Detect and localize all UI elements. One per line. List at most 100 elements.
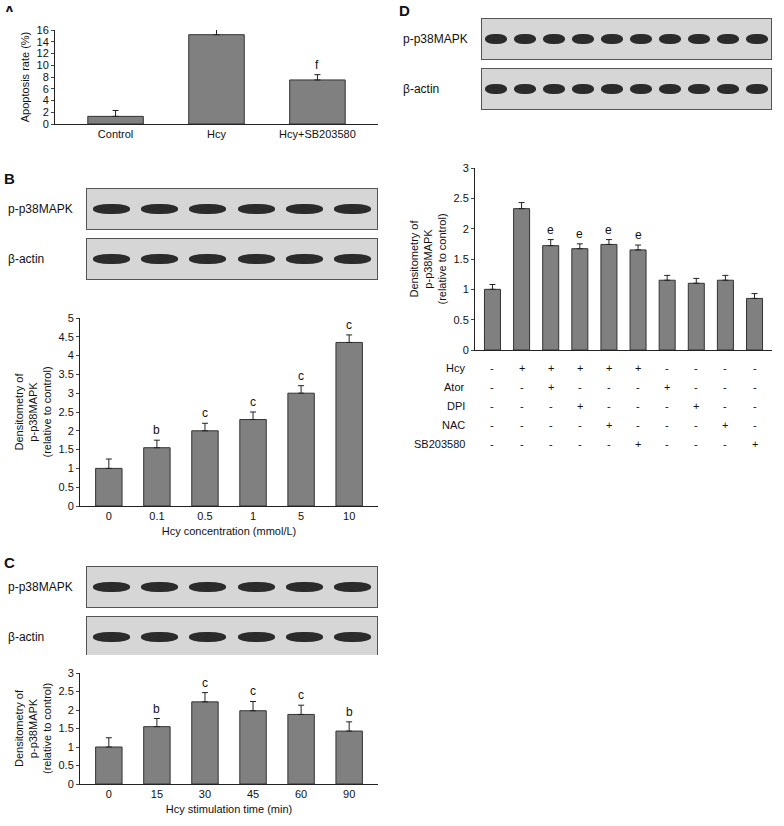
svg-text:0: 0 — [68, 778, 74, 790]
svg-text:Hcy stimulation time (min): Hcy stimulation time (min) — [166, 803, 293, 815]
svg-text:-: - — [694, 419, 698, 431]
svg-text:3: 3 — [68, 387, 74, 399]
svg-text:45: 45 — [247, 788, 259, 800]
svg-text:c: c — [298, 369, 304, 383]
svg-text:12: 12 — [37, 47, 49, 59]
svg-text:1.5: 1.5 — [59, 722, 74, 734]
svg-text:b: b — [153, 702, 160, 716]
svg-text:6: 6 — [43, 83, 49, 95]
svg-text:5: 5 — [298, 510, 304, 522]
svg-text:Densitometry ofp-p38MAPK(relat: Densitometry ofp-p38MAPK(relative to con… — [13, 683, 54, 774]
svg-text:b: b — [153, 423, 160, 437]
svg-text:+: + — [664, 381, 670, 393]
svg-text:0: 0 — [463, 344, 469, 356]
svg-text:+: + — [635, 438, 641, 450]
svg-text:+: + — [548, 362, 554, 374]
svg-text:DPI: DPI — [447, 400, 465, 412]
svg-text:+: + — [722, 419, 728, 431]
svg-text:Hcy concentration (mmol/L): Hcy concentration (mmol/L) — [162, 525, 297, 537]
svg-text:-: - — [520, 438, 524, 450]
svg-text:SB203580: SB203580 — [414, 438, 465, 450]
svg-text:0: 0 — [106, 510, 112, 522]
svg-text:Hcy+SB203580: Hcy+SB203580 — [279, 128, 356, 140]
svg-text:3.5: 3.5 — [59, 368, 74, 380]
svg-text:-: - — [520, 400, 524, 412]
svg-text:b: b — [346, 705, 353, 719]
svg-text:3: 3 — [463, 162, 469, 174]
svg-text:Apoptosis rate (%): Apoptosis rate (%) — [19, 32, 31, 122]
svg-text:16: 16 — [37, 24, 49, 36]
svg-text:0.5: 0.5 — [59, 481, 74, 493]
svg-text:0.1: 0.1 — [149, 510, 164, 522]
svg-text:+: + — [577, 362, 583, 374]
svg-text:-: - — [723, 400, 727, 412]
svg-text:-: - — [549, 400, 553, 412]
svg-text:-: - — [753, 419, 757, 431]
svg-text:Densitometry ofp-p38MAPK(relat: Densitometry ofp-p38MAPK(relative to con… — [408, 213, 449, 304]
svg-text:+: + — [606, 362, 612, 374]
svg-text:10: 10 — [37, 59, 49, 71]
svg-text:2: 2 — [68, 704, 74, 716]
svg-text:10: 10 — [343, 510, 355, 522]
svg-text:-: - — [723, 438, 727, 450]
svg-text:2.5: 2.5 — [59, 685, 74, 697]
svg-text:e: e — [547, 223, 554, 237]
svg-text:-: - — [636, 381, 640, 393]
svg-text:60: 60 — [295, 788, 307, 800]
svg-text:1: 1 — [68, 741, 74, 753]
svg-text:2: 2 — [68, 425, 74, 437]
svg-text:8: 8 — [43, 71, 49, 83]
svg-text:-: - — [636, 400, 640, 412]
svg-text:0.5: 0.5 — [59, 759, 74, 771]
svg-text:-: - — [665, 400, 669, 412]
svg-text:-: - — [665, 362, 669, 374]
svg-text:-: - — [520, 419, 524, 431]
svg-text:c: c — [202, 406, 208, 420]
svg-text:90: 90 — [343, 788, 355, 800]
svg-text:c: c — [250, 684, 256, 698]
svg-text:15: 15 — [151, 788, 163, 800]
svg-text:-: - — [694, 362, 698, 374]
svg-text:Hcy: Hcy — [207, 128, 226, 140]
svg-text:-: - — [490, 400, 494, 412]
svg-text:-: - — [665, 419, 669, 431]
svg-text:c: c — [250, 395, 256, 409]
svg-text:2: 2 — [463, 223, 469, 235]
svg-text:-: - — [578, 419, 582, 431]
svg-text:4.5: 4.5 — [59, 331, 74, 343]
svg-text:0: 0 — [43, 118, 49, 130]
svg-text:1: 1 — [463, 283, 469, 295]
svg-text:1: 1 — [250, 510, 256, 522]
svg-text:NAC: NAC — [442, 419, 465, 431]
svg-text:1.5: 1.5 — [454, 253, 469, 265]
svg-text:e: e — [605, 223, 612, 237]
svg-text:e: e — [635, 228, 642, 242]
svg-text:+: + — [577, 400, 583, 412]
svg-text:-: - — [607, 381, 611, 393]
svg-text:Densitometry ofp-p38MAPK(relat: Densitometry ofp-p38MAPK(relative to con… — [13, 366, 54, 457]
svg-text:-: - — [665, 438, 669, 450]
svg-text:-: - — [490, 438, 494, 450]
svg-text:-: - — [723, 381, 727, 393]
svg-text:0.5: 0.5 — [454, 314, 469, 326]
svg-text:-: - — [520, 381, 524, 393]
svg-text:-: - — [694, 438, 698, 450]
svg-text:4: 4 — [43, 94, 49, 106]
svg-text:0.5: 0.5 — [197, 510, 212, 522]
svg-text:+: + — [635, 362, 641, 374]
svg-text:+: + — [752, 438, 758, 450]
svg-text:4: 4 — [68, 349, 74, 361]
svg-text:-: - — [490, 419, 494, 431]
svg-text:2.5: 2.5 — [454, 192, 469, 204]
svg-text:-: - — [490, 381, 494, 393]
svg-text:c: c — [298, 688, 304, 702]
svg-text:-: - — [753, 381, 757, 393]
svg-text:-: - — [753, 362, 757, 374]
svg-text:-: - — [549, 419, 553, 431]
svg-text:c: c — [202, 676, 208, 690]
svg-text:-: - — [636, 419, 640, 431]
svg-text:+: + — [693, 400, 699, 412]
svg-text:0: 0 — [68, 500, 74, 512]
svg-text:Control: Control — [98, 128, 133, 140]
svg-text:3: 3 — [68, 667, 74, 679]
